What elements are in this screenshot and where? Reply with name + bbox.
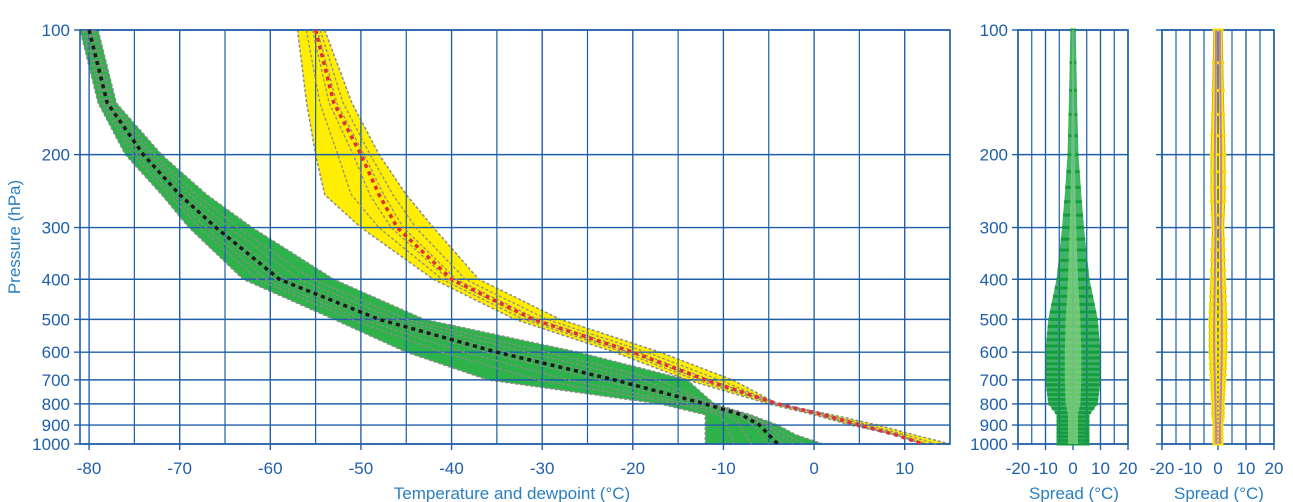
x-tick-label: -60: [258, 459, 283, 478]
dewpoint-member-line: [93, 29, 806, 445]
y-tick-label: 100: [42, 21, 70, 40]
x-tick-label: -20: [621, 459, 646, 478]
x-tick-label: -70: [167, 459, 192, 478]
y-tick-label: 100: [980, 21, 1008, 40]
y-tick-label: 1000: [32, 435, 70, 454]
y-tick-label: 400: [42, 270, 70, 289]
x-axis-label: Spread (°C): [1029, 484, 1119, 502]
x-tick-label: 0: [1213, 459, 1222, 478]
y-tick-label: 900: [42, 416, 70, 435]
x-tick-label: -20: [1006, 459, 1031, 478]
y-tick-label: 700: [42, 371, 70, 390]
y-tick-label: 200: [980, 146, 1008, 165]
series-marks: [1208, 28, 1228, 446]
x-tick-label: -10: [1033, 459, 1058, 478]
y-tick-label: 500: [42, 310, 70, 329]
x-tick-label: 10: [1091, 459, 1110, 478]
x-axis-label: Temperature and dewpoint (°C): [394, 484, 630, 502]
envelope-fills: [79, 29, 951, 445]
y-tick-label: 700: [980, 371, 1008, 390]
tick-labels: -20 -10 0 10 20: [1150, 459, 1284, 478]
dewpoint-spread-core: [1064, 30, 1082, 444]
series-marks: [82, 29, 937, 446]
temperature-member-line: [305, 29, 924, 445]
x-tick-label: 0: [1068, 459, 1077, 478]
grid: [74, 29, 951, 450]
y-tick-label: 600: [980, 343, 1008, 362]
x-axis-label: Spread (°C): [1174, 484, 1264, 502]
y-axis-label: Pressure (hPa): [5, 180, 24, 294]
y-tick-label: 500: [980, 310, 1008, 329]
y-tick-label: 600: [42, 343, 70, 362]
y-tick-label: 800: [42, 395, 70, 414]
x-tick-label: -10: [711, 459, 736, 478]
x-tick-label: -10: [1178, 459, 1203, 478]
x-tick-label: -30: [530, 459, 555, 478]
x-tick-label: -50: [349, 459, 374, 478]
x-tick-label: -40: [439, 459, 464, 478]
temperature-member-line: [311, 29, 924, 445]
dewpoint-member-line: [85, 29, 752, 445]
y-tick-label: 1000: [970, 435, 1008, 454]
y-tick-label: 200: [42, 146, 70, 165]
tick-labels: -20 -10 0 10 20 100 200 300 400 500 600 700 800 90010…: [970, 21, 1137, 478]
x-tick-label: 10: [895, 459, 914, 478]
temperature-spread-core-right: [1218, 29, 1223, 444]
temperature-envelope: [296, 29, 951, 445]
series-marks: [1045, 28, 1101, 446]
temperature-mean-line: [313, 29, 924, 446]
dewpoint-member-line: [82, 29, 735, 445]
y-tick-label: 800: [980, 395, 1008, 414]
plot-frame: [79, 29, 951, 445]
x-tick-label: 0: [809, 459, 818, 478]
dewpoint-spread-panel: -20 -10 0 10 20 100 200 300 400 500 600 700 800 90010…: [970, 21, 1137, 502]
x-tick-label: -20: [1150, 459, 1175, 478]
x-tick-label: -80: [77, 459, 102, 478]
dewpoint-mean-line: [87, 29, 780, 446]
temperature-dewpoint-panel: -80 -70 -60 -50 -40 -30 -20 -10 0 10 100 200 300 400 5…: [5, 21, 951, 502]
y-tick-label: 300: [980, 219, 1008, 238]
y-tick-label: 300: [42, 219, 70, 238]
tick-labels: -80 -70 -60 -50 -40 -30 -20 -10 0 10 100 200 300 400 5…: [32, 21, 914, 478]
temperature-spread-panel: -20 -10 0 10 20 Spread (°C): [1150, 28, 1284, 502]
y-tick-label: 400: [980, 270, 1008, 289]
temperature-spread-core-left: [1213, 29, 1218, 444]
dewpoint-member-line: [91, 29, 795, 445]
y-tick-label: 900: [980, 416, 1008, 435]
x-tick-label: 20: [1265, 459, 1284, 478]
temperature-member-line: [319, 29, 937, 445]
x-tick-label: 20: [1119, 459, 1138, 478]
x-tick-label: 10: [1237, 459, 1256, 478]
